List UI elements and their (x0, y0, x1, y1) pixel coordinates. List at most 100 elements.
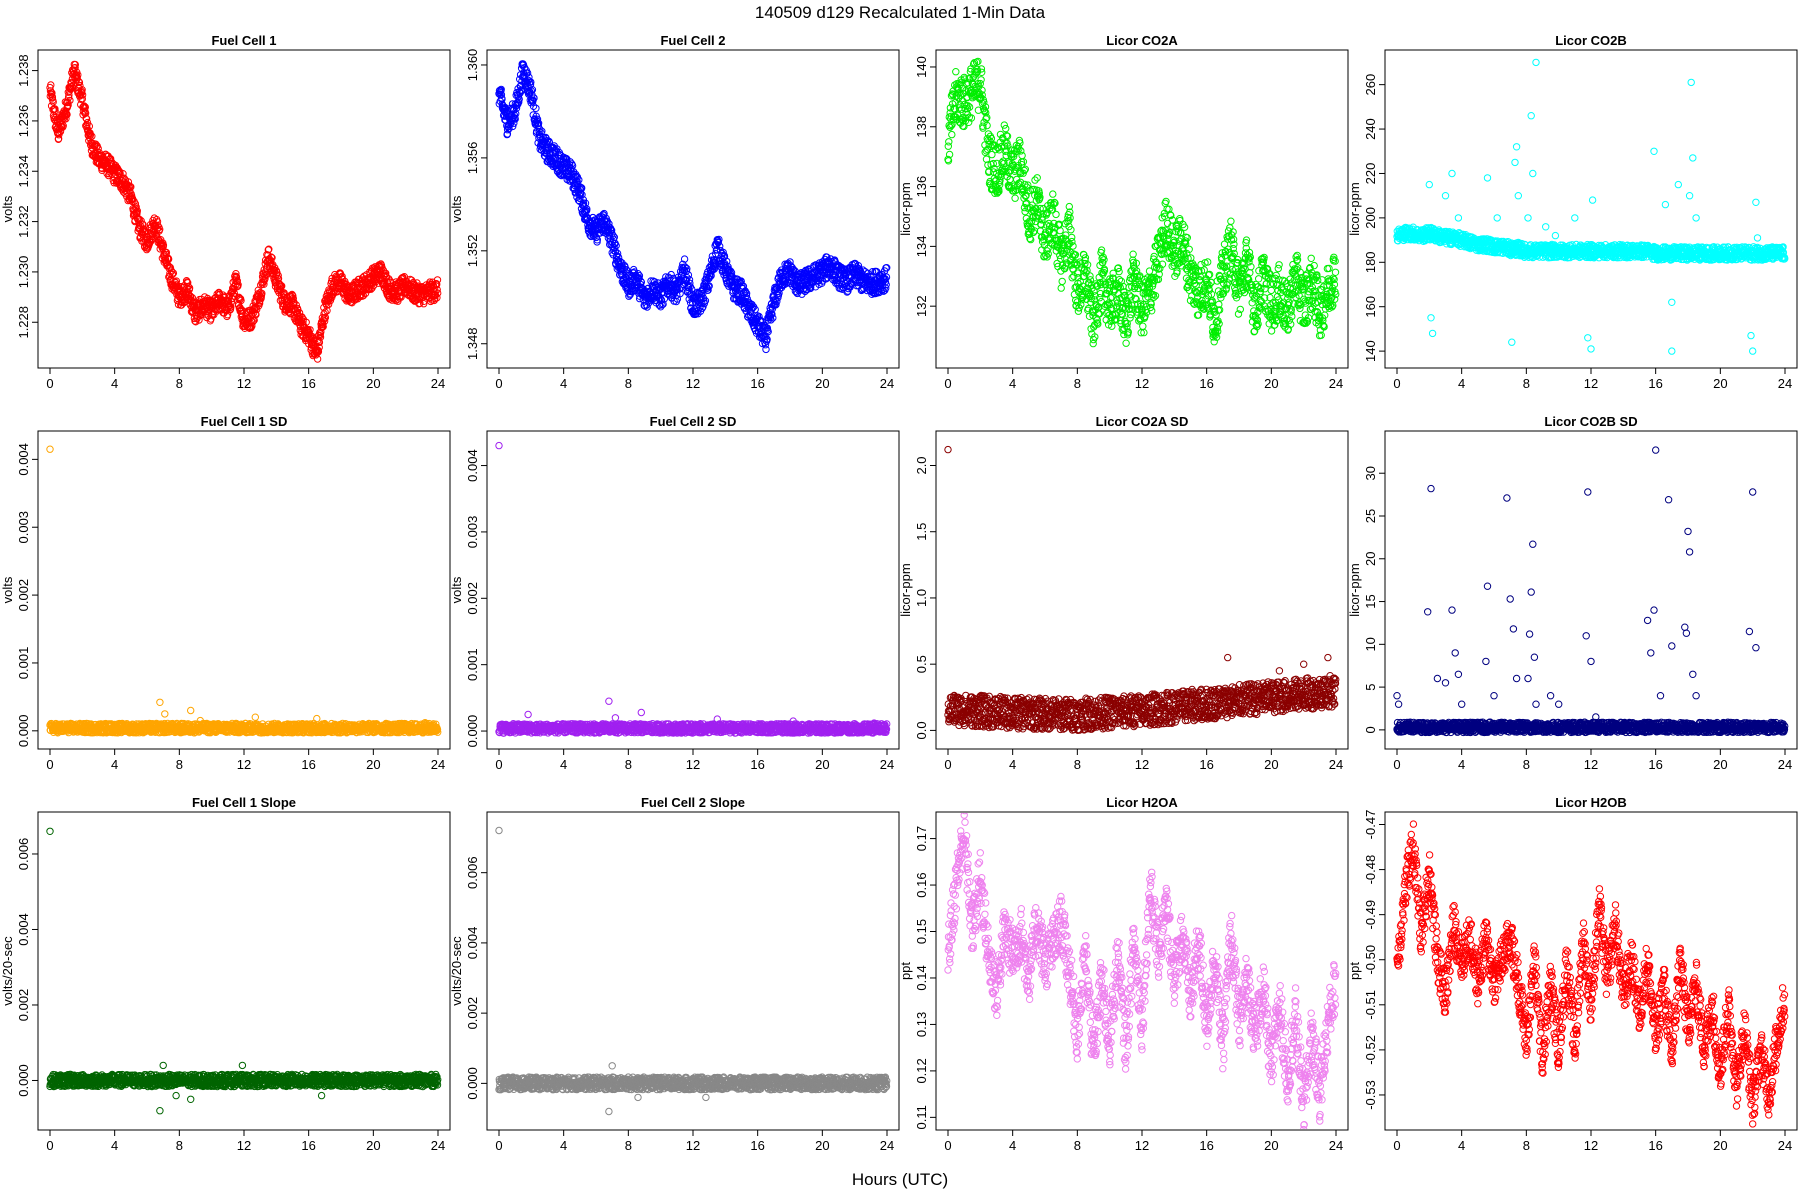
data-point (972, 58, 981, 66)
y-axis-label: volts (449, 195, 464, 222)
data-point (1327, 288, 1336, 296)
data-point (1230, 240, 1238, 248)
data-point (292, 301, 300, 309)
data-point (1307, 305, 1315, 313)
data-point (529, 102, 538, 111)
data-point (1215, 320, 1223, 328)
data-point (1183, 249, 1191, 258)
x-tick-label: 20 (1713, 376, 1727, 391)
data-point (1081, 254, 1090, 262)
data-point (1308, 283, 1317, 291)
data-points (46, 60, 442, 363)
data-point (385, 275, 393, 283)
data-point (131, 200, 140, 208)
data-point (1129, 258, 1138, 267)
data-point (1242, 236, 1251, 244)
data-point (1146, 303, 1155, 312)
data-point (1058, 277, 1066, 286)
data-point (676, 289, 684, 298)
data-point (1331, 295, 1339, 303)
data-point (882, 273, 891, 281)
data-point (1034, 208, 1042, 217)
data-point (416, 299, 424, 307)
data-point (612, 241, 620, 250)
data-point (1331, 257, 1339, 265)
data-point (1062, 262, 1070, 270)
data-point (1255, 275, 1263, 283)
data-point (1194, 311, 1203, 319)
data-point (71, 60, 80, 69)
y-tick-label: 1.232 (16, 205, 31, 238)
data-point (1020, 166, 1029, 175)
data-point (1066, 208, 1074, 216)
data-point (593, 236, 601, 244)
data-point (945, 138, 953, 146)
data-point (978, 68, 986, 77)
data-point (1079, 282, 1087, 290)
data-point (420, 300, 428, 308)
data-point (1307, 254, 1315, 262)
data-point (64, 101, 72, 109)
data-point (66, 96, 74, 105)
data-point (1155, 270, 1163, 278)
data-point (1143, 302, 1151, 311)
data-point (1086, 276, 1095, 284)
data-point (651, 278, 659, 286)
data-point (1229, 235, 1238, 244)
data-point (1122, 339, 1130, 347)
data-point (610, 243, 618, 252)
data-point (230, 292, 239, 300)
data-point (127, 183, 135, 191)
data-point (1296, 304, 1304, 313)
data-point (139, 220, 147, 229)
data-point (982, 147, 990, 155)
data-point (1011, 194, 1019, 202)
data-point (1145, 267, 1154, 275)
data-point (315, 343, 323, 352)
x-tick-label: 12 (237, 376, 251, 391)
data-point (49, 98, 57, 106)
data-point (1084, 304, 1093, 313)
x-tick-label: 16 (750, 376, 764, 391)
data-point (630, 268, 639, 276)
data-point (321, 313, 330, 322)
data-point (1212, 329, 1220, 337)
data-point (613, 249, 622, 258)
data-point (993, 159, 1001, 168)
data-point (782, 279, 790, 288)
data-point (1234, 310, 1243, 318)
data-point (153, 225, 161, 233)
data-point (1287, 320, 1295, 328)
data-point (1318, 276, 1326, 284)
y-tick-label: 240 (1363, 118, 1378, 140)
data-point (324, 300, 333, 309)
data-point (1120, 288, 1128, 296)
y-tick-label: 132 (914, 295, 929, 317)
data-points (944, 57, 1340, 348)
data-point (1115, 267, 1123, 276)
data-point (1002, 124, 1010, 133)
data-point (1165, 230, 1173, 238)
data-point (298, 313, 306, 322)
data-point (1310, 261, 1318, 270)
data-point (184, 282, 192, 291)
data-point (532, 104, 540, 113)
data-point (1184, 254, 1192, 263)
data-point (944, 142, 952, 150)
data-point (1317, 331, 1325, 339)
data-point (1139, 322, 1147, 330)
x-tick-label: 0 (495, 376, 502, 391)
data-point (980, 107, 989, 116)
data-point (261, 272, 269, 280)
data-point (1300, 295, 1308, 303)
panel-title: Licor CO2B (1555, 33, 1627, 48)
data-point (1246, 253, 1255, 261)
data-point (1136, 272, 1144, 280)
y-tick-label: 1.230 (16, 256, 31, 289)
data-point (511, 115, 519, 123)
data-point (434, 289, 442, 297)
data-point (1200, 286, 1208, 294)
data-point (62, 115, 70, 123)
data-point (973, 67, 982, 76)
data-point (147, 237, 155, 246)
